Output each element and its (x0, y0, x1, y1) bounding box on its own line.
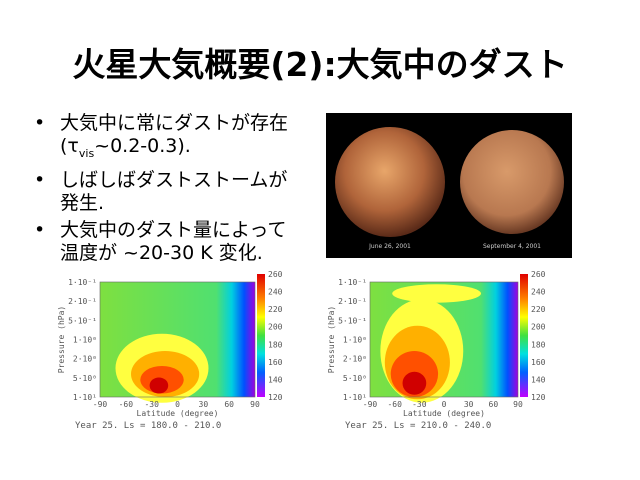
x-tick-label: 90 (513, 400, 523, 409)
bullet: しばしばダストストームが発生. (30, 169, 300, 215)
colorbar-label: 240 (268, 288, 283, 297)
y-tick-label: 2·10⁰ (73, 355, 97, 364)
mars-image (460, 130, 564, 234)
x-tick-label: -60 (119, 400, 134, 409)
plot-footer: Year 25. Ls = 210.0 - 240.0 (345, 421, 491, 431)
colorbar-label: 180 (531, 340, 546, 349)
y-axis-label: Pressure (hPa) (327, 306, 336, 373)
y-tick-label: 1·10⁰ (343, 336, 367, 345)
colorbar (520, 274, 528, 397)
colorbar-label: 160 (531, 358, 546, 367)
colorbar-label: 160 (268, 358, 283, 367)
x-tick-label: 60 (224, 400, 234, 409)
y-tick-label: 2·10⁻¹ (338, 297, 367, 306)
photo-caption: September 4, 2001 (483, 243, 541, 250)
contour (402, 371, 427, 395)
slide-title: 火星大気概要(2):大気中のダスト (72, 45, 568, 84)
y-axis-label: Pressure (hPa) (57, 306, 66, 373)
x-tick-label: -90 (363, 400, 378, 409)
bullet-text: 大気中のダスト量によって温度が ~20-30 K 変化. (60, 218, 287, 264)
plot-frame (369, 281, 519, 398)
plot-footer: Year 25. Ls = 180.0 - 210.0 (75, 421, 221, 431)
x-tick-label: 0 (442, 400, 447, 409)
x-tick-label: -30 (412, 400, 427, 409)
bullet-text: しばしばダストストームが発生. (60, 168, 288, 214)
y-tick-label: 5·10⁻¹ (338, 316, 367, 325)
contour (149, 377, 169, 394)
bullet-text: 大気中に常にダストが存在 ( (60, 112, 289, 157)
x-tick-label: 0 (175, 400, 180, 409)
colorbar-label: 260 (268, 270, 283, 279)
bullet-text: ~0.2-0.3). (94, 135, 191, 157)
x-tick-label: -30 (144, 400, 159, 409)
bullet-list: 大気中に常にダストが存在 (τvis~0.2-0.3). しばしばダストストーム… (30, 112, 300, 269)
x-tick-label: -90 (93, 400, 108, 409)
mars-image (335, 127, 445, 237)
contour (392, 284, 481, 303)
x-tick-label: -60 (387, 400, 402, 409)
y-tick-label: 1·10⁻¹ (338, 278, 367, 287)
colorbar-label: 200 (531, 323, 546, 332)
y-tick-label: 1·10⁰ (73, 336, 97, 345)
x-axis-label: Latitude (degree) (137, 409, 219, 418)
y-tick-label: 2·10⁻¹ (68, 297, 97, 306)
x-tick-label: 60 (489, 400, 499, 409)
x-tick-label: 90 (250, 400, 260, 409)
colorbar-label: 140 (531, 375, 546, 384)
colorbar-label: 180 (268, 340, 283, 349)
colorbar-label: 200 (268, 323, 283, 332)
bullet: 大気中に常にダストが存在 (τvis~0.2-0.3). (30, 112, 300, 165)
x-axis-label: Latitude (degree) (403, 409, 485, 418)
y-tick-label: 5·10⁰ (343, 374, 367, 383)
y-tick-label: 5·10⁻¹ (68, 316, 97, 325)
y-tick-label: 5·10⁰ (73, 374, 97, 383)
bullet: 大気中のダスト量によって温度が ~20-30 K 変化. (30, 219, 300, 265)
tau: τ (67, 135, 79, 157)
y-tick-label: 1·10¹ (73, 393, 97, 402)
photo-caption: June 26, 2001 (368, 243, 411, 250)
y-tick-label: 2·10⁰ (343, 355, 367, 364)
colorbar-label: 220 (268, 305, 283, 314)
y-tick-label: 1·10¹ (343, 393, 367, 402)
colorbar (257, 274, 265, 397)
x-tick-label: 30 (464, 400, 474, 409)
colorbar-label: 140 (268, 375, 283, 384)
plot-frame (99, 281, 256, 398)
tau-sub: vis (78, 146, 95, 160)
colorbar-label: 260 (531, 270, 546, 279)
colorbar-label: 240 (531, 288, 546, 297)
colorbar-label: 120 (268, 393, 283, 402)
x-tick-label: 30 (199, 400, 209, 409)
colorbar-label: 220 (531, 305, 546, 314)
colorbar-label: 120 (531, 393, 546, 402)
y-tick-label: 1·10⁻¹ (68, 278, 97, 287)
